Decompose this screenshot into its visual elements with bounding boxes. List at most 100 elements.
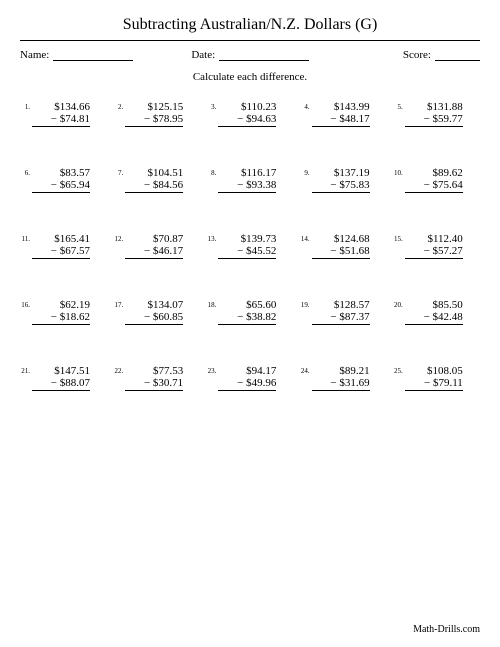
problem-number: 5. (393, 101, 405, 111)
problem-body: $89.21− $31.69 (312, 365, 370, 391)
minuend: $108.05 (405, 365, 463, 377)
minuend: $112.40 (405, 233, 463, 245)
problem-number: 19. (300, 299, 312, 309)
minuend: $116.17 (218, 167, 276, 179)
problem-body: $70.87− $46.17 (125, 233, 183, 259)
minuend: $131.88 (405, 101, 463, 113)
problem: 17.$134.07− $60.85 (113, 299, 200, 325)
problem-number: 2. (113, 101, 125, 111)
subtrahend: − $93.38 (218, 179, 276, 193)
problem-number: 21. (20, 365, 32, 375)
problem: 21.$147.51− $88.07 (20, 365, 107, 391)
problem-body: $116.17− $93.38 (218, 167, 276, 193)
subtrahend: − $30.71 (125, 377, 183, 391)
problem: 16.$62.19− $18.62 (20, 299, 107, 325)
problem-number: 20. (393, 299, 405, 309)
problem-body: $77.53− $30.71 (125, 365, 183, 391)
problem-body: $124.68− $51.68 (312, 233, 370, 259)
subtrahend: − $57.27 (405, 245, 463, 259)
problem-body: $131.88− $59.77 (405, 101, 463, 127)
problem: 12.$70.87− $46.17 (113, 233, 200, 259)
subtrahend: − $94.63 (218, 113, 276, 127)
subtrahend: − $42.48 (405, 311, 463, 325)
subtrahend: − $88.07 (32, 377, 90, 391)
problem: 4.$143.99− $48.17 (300, 101, 387, 127)
subtrahend: − $87.37 (312, 311, 370, 325)
problem-number: 9. (300, 167, 312, 177)
subtrahend: − $75.83 (312, 179, 370, 193)
name-field: Name: (20, 49, 133, 61)
score-label: Score: (403, 49, 431, 61)
subtrahend: − $48.17 (312, 113, 370, 127)
minuend: $134.66 (32, 101, 90, 113)
minuend: $77.53 (125, 365, 183, 377)
problem: 19.$128.57− $87.37 (300, 299, 387, 325)
problem-body: $85.50− $42.48 (405, 299, 463, 325)
minuend: $89.62 (405, 167, 463, 179)
subtrahend: − $79.11 (405, 377, 463, 391)
name-label: Name: (20, 49, 49, 61)
date-field: Date: (191, 49, 309, 61)
problem: 11.$165.41− $67.57 (20, 233, 107, 259)
problem: 3.$110.23− $94.63 (206, 101, 293, 127)
score-blank[interactable] (435, 49, 480, 61)
problem-body: $94.17− $49.96 (218, 365, 276, 391)
problem-body: $134.66− $74.81 (32, 101, 90, 127)
problem-body: $62.19− $18.62 (32, 299, 90, 325)
problem-number: 15. (393, 233, 405, 243)
problem: 5.$131.88− $59.77 (393, 101, 480, 127)
date-blank[interactable] (219, 49, 309, 61)
problem-number: 17. (113, 299, 125, 309)
minuend: $134.07 (125, 299, 183, 311)
problem-body: $83.57− $65.94 (32, 167, 90, 193)
problem: 8.$116.17− $93.38 (206, 167, 293, 193)
minuend: $65.60 (218, 299, 276, 311)
subtrahend: − $65.94 (32, 179, 90, 193)
problem-number: 12. (113, 233, 125, 243)
subtrahend: − $18.62 (32, 311, 90, 325)
problem: 1.$134.66− $74.81 (20, 101, 107, 127)
minuend: $70.87 (125, 233, 183, 245)
minuend: $110.23 (218, 101, 276, 113)
problem-number: 7. (113, 167, 125, 177)
problem-number: 8. (206, 167, 218, 177)
problem-body: $89.62− $75.64 (405, 167, 463, 193)
problem-number: 22. (113, 365, 125, 375)
problem: 14.$124.68− $51.68 (300, 233, 387, 259)
title-rule (20, 40, 480, 41)
subtrahend: − $84.56 (125, 179, 183, 193)
subtrahend: − $51.68 (312, 245, 370, 259)
name-blank[interactable] (53, 49, 133, 61)
minuend: $137.19 (312, 167, 370, 179)
problem: 25.$108.05− $79.11 (393, 365, 480, 391)
minuend: $143.99 (312, 101, 370, 113)
problem-number: 25. (393, 365, 405, 375)
problem-body: $110.23− $94.63 (218, 101, 276, 127)
problem-body: $137.19− $75.83 (312, 167, 370, 193)
problem-number: 4. (300, 101, 312, 111)
problem-body: $108.05− $79.11 (405, 365, 463, 391)
problem-number: 6. (20, 167, 32, 177)
subtrahend: − $67.57 (32, 245, 90, 259)
problem: 10.$89.62− $75.64 (393, 167, 480, 193)
minuend: $165.41 (32, 233, 90, 245)
problem: 20.$85.50− $42.48 (393, 299, 480, 325)
problem-number: 10. (393, 167, 405, 177)
problem: 23.$94.17− $49.96 (206, 365, 293, 391)
problem: 6.$83.57− $65.94 (20, 167, 107, 193)
minuend: $104.51 (125, 167, 183, 179)
problem-body: $165.41− $67.57 (32, 233, 90, 259)
worksheet-page: Subtracting Australian/N.Z. Dollars (G) … (0, 0, 500, 391)
minuend: $139.73 (218, 233, 276, 245)
problem-number: 18. (206, 299, 218, 309)
problem: 9.$137.19− $75.83 (300, 167, 387, 193)
problem-body: $139.73− $45.52 (218, 233, 276, 259)
problem: 7.$104.51− $84.56 (113, 167, 200, 193)
problem: 15.$112.40− $57.27 (393, 233, 480, 259)
problem-body: $112.40− $57.27 (405, 233, 463, 259)
subtrahend: − $78.95 (125, 113, 183, 127)
subtrahend: − $75.64 (405, 179, 463, 193)
subtrahend: − $31.69 (312, 377, 370, 391)
problem: 24.$89.21− $31.69 (300, 365, 387, 391)
footer-credit: Math-Drills.com (413, 624, 480, 635)
